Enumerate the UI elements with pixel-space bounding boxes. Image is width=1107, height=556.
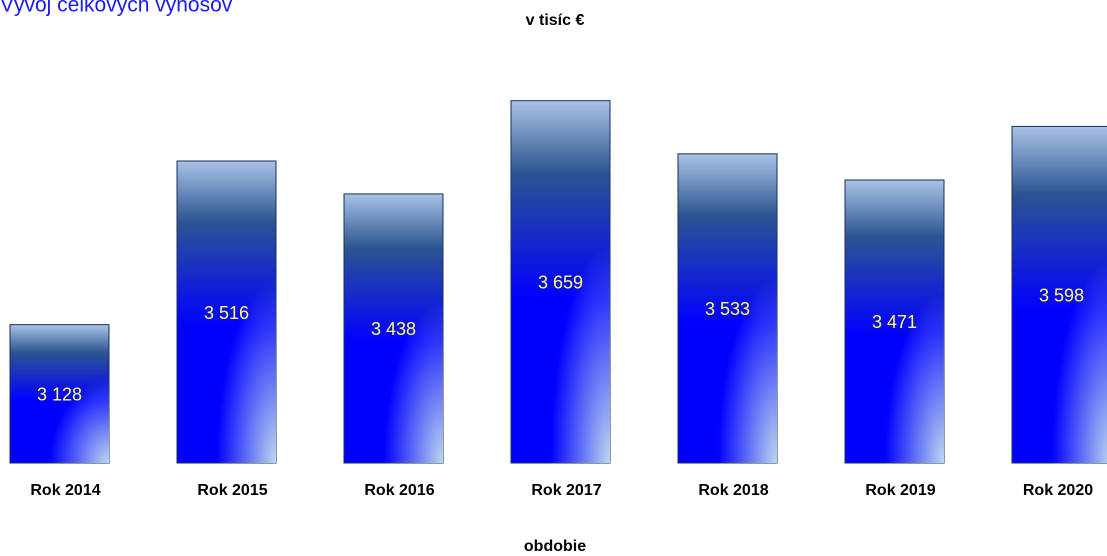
- x-tick-label: Rok 2018: [698, 482, 768, 499]
- value-label: 3 598: [1039, 285, 1084, 305]
- chart-title: Vývoj celkových výnosov: [0, 0, 233, 17]
- x-tick-label: Rok 2015: [197, 482, 267, 499]
- x-axis-label: obdobie: [524, 538, 586, 555]
- chart-subtitle: v tisíc €: [526, 12, 585, 29]
- x-tick-label: Rok 2014: [30, 482, 100, 499]
- x-tick-label: Rok 2016: [364, 482, 434, 499]
- value-label: 3 533: [705, 299, 750, 319]
- x-tick-label: Rok 2019: [865, 482, 935, 499]
- value-label: 3 659: [538, 273, 583, 293]
- x-tick-label: Rok 2020: [1023, 482, 1093, 499]
- value-label: 3 516: [204, 303, 249, 323]
- value-label: 3 438: [371, 319, 416, 339]
- value-label: 3 128: [37, 385, 82, 405]
- value-label: 3 471: [872, 312, 917, 332]
- x-tick-label: Rok 2017: [531, 482, 601, 499]
